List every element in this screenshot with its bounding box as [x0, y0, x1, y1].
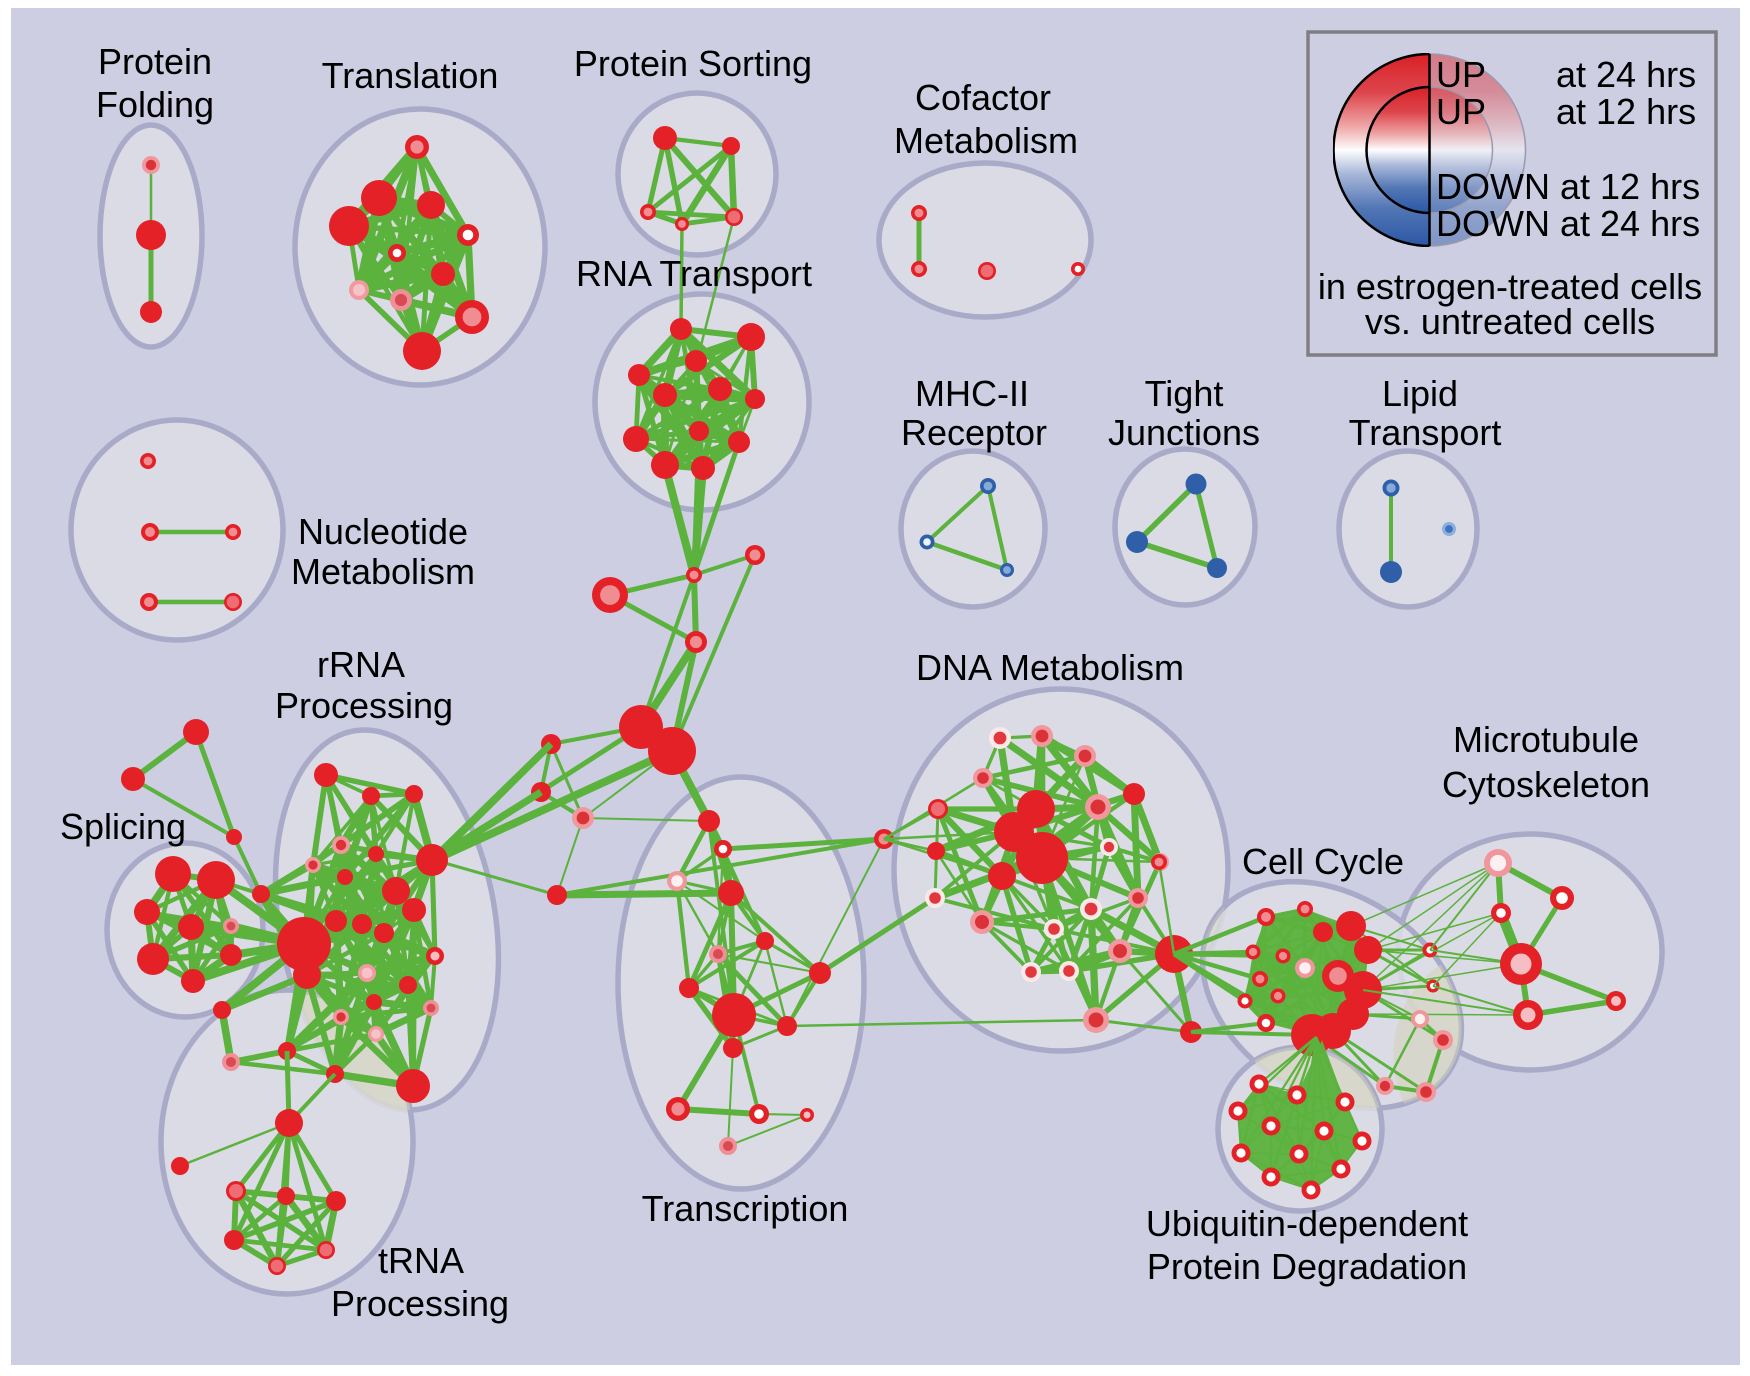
svg-text:Lipid: Lipid	[1382, 373, 1458, 414]
svg-text:Folding: Folding	[96, 84, 214, 125]
svg-text:Splicing: Splicing	[60, 806, 186, 847]
svg-text:Ubiquitin-dependent: Ubiquitin-dependent	[1146, 1203, 1468, 1244]
svg-text:Receptor: Receptor	[901, 412, 1047, 453]
svg-text:Tight: Tight	[1145, 373, 1224, 414]
svg-text:Cell Cycle: Cell Cycle	[1242, 841, 1404, 882]
svg-text:RNA Transport: RNA Transport	[576, 253, 812, 294]
svg-text:Processing: Processing	[331, 1283, 509, 1324]
svg-text:Translation: Translation	[322, 55, 499, 96]
svg-text:Cytoskeleton: Cytoskeleton	[1442, 764, 1650, 805]
svg-text:Protein Degradation: Protein Degradation	[1147, 1246, 1467, 1287]
svg-text:tRNA: tRNA	[378, 1240, 464, 1281]
svg-text:rRNA: rRNA	[317, 644, 405, 685]
svg-text:DOWN: DOWN	[1436, 166, 1550, 207]
svg-text:DNA Metabolism: DNA Metabolism	[916, 647, 1184, 688]
svg-text:Transport: Transport	[1349, 412, 1502, 453]
svg-text:in estrogen-treated cells: in estrogen-treated cells	[1318, 266, 1702, 307]
svg-text:vs. untreated cells: vs. untreated cells	[1365, 301, 1655, 342]
svg-text:UP: UP	[1436, 54, 1486, 95]
svg-text:Cofactor: Cofactor	[915, 77, 1051, 118]
svg-text:Transcription: Transcription	[642, 1188, 849, 1229]
svg-text:Protein Sorting: Protein Sorting	[574, 43, 812, 84]
svg-text:DOWN: DOWN	[1436, 203, 1550, 244]
svg-text:MHC-II: MHC-II	[915, 373, 1029, 414]
svg-text:Nucleotide: Nucleotide	[298, 511, 468, 552]
svg-text:Metabolism: Metabolism	[291, 551, 475, 592]
svg-text:at 12 hrs: at 12 hrs	[1556, 91, 1696, 132]
svg-text:UP: UP	[1436, 91, 1486, 132]
svg-text:Microtubule: Microtubule	[1453, 719, 1639, 760]
svg-text:Protein: Protein	[98, 41, 212, 82]
svg-text:Processing: Processing	[275, 685, 453, 726]
svg-text:Metabolism: Metabolism	[894, 120, 1078, 161]
svg-text:at 24 hrs: at 24 hrs	[1556, 54, 1696, 95]
svg-text:at 24 hrs: at 24 hrs	[1560, 203, 1700, 244]
svg-text:Junctions: Junctions	[1108, 412, 1260, 453]
svg-text:at 12 hrs: at 12 hrs	[1560, 166, 1700, 207]
